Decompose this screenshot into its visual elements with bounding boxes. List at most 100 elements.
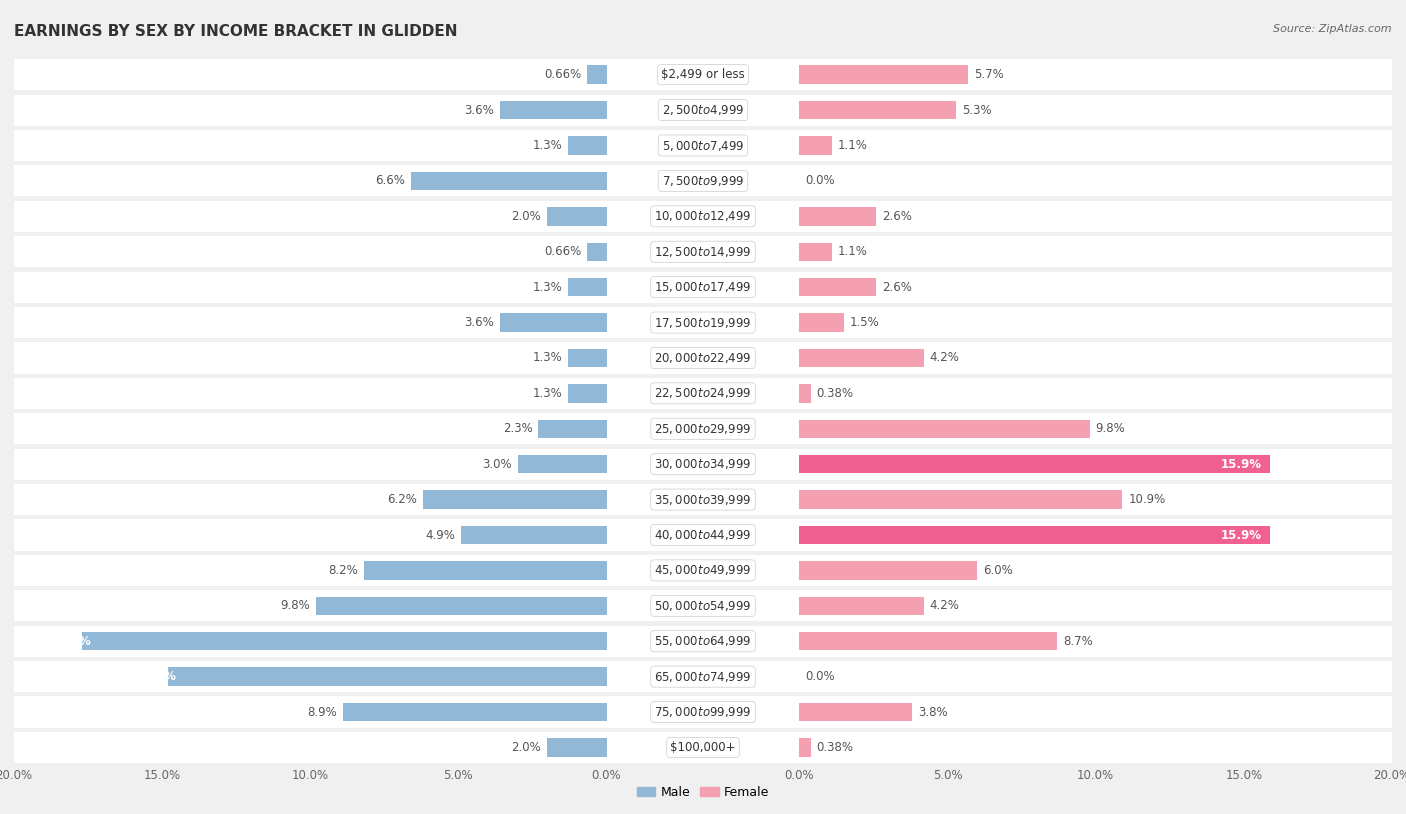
Text: $25,000 to $29,999: $25,000 to $29,999 <box>654 422 752 435</box>
Bar <box>14 130 606 161</box>
Bar <box>800 272 1392 303</box>
Bar <box>14 343 606 374</box>
Bar <box>606 414 800 444</box>
Bar <box>606 343 800 374</box>
Bar <box>606 165 800 196</box>
Text: 6.0%: 6.0% <box>983 564 1012 577</box>
Text: $10,000 to $12,499: $10,000 to $12,499 <box>654 209 752 223</box>
Text: $30,000 to $34,999: $30,000 to $34,999 <box>654 457 752 471</box>
Bar <box>800 414 1392 444</box>
Bar <box>606 661 800 692</box>
Bar <box>586 65 606 84</box>
Bar <box>568 278 606 296</box>
Bar <box>14 94 606 125</box>
Text: 4.2%: 4.2% <box>929 352 960 365</box>
Bar <box>606 697 800 728</box>
Bar <box>606 378 800 409</box>
Bar <box>82 632 606 650</box>
Text: 1.1%: 1.1% <box>838 245 868 258</box>
Text: $75,000 to $99,999: $75,000 to $99,999 <box>654 705 752 719</box>
Text: $45,000 to $49,999: $45,000 to $49,999 <box>654 563 752 577</box>
Bar <box>800 484 1392 515</box>
Bar <box>606 307 800 338</box>
Bar <box>800 661 1392 692</box>
Text: 3.6%: 3.6% <box>464 316 494 329</box>
Bar <box>169 667 606 686</box>
Bar <box>14 59 606 90</box>
Bar <box>800 207 876 225</box>
Text: 5.3%: 5.3% <box>962 103 993 116</box>
Bar <box>606 732 800 763</box>
Text: 8.9%: 8.9% <box>308 706 337 719</box>
Text: 2.0%: 2.0% <box>512 210 541 223</box>
Text: 0.66%: 0.66% <box>544 245 581 258</box>
Text: 3.0%: 3.0% <box>482 457 512 470</box>
Bar <box>547 207 606 225</box>
Bar <box>14 697 606 728</box>
Text: $17,500 to $19,999: $17,500 to $19,999 <box>654 316 752 330</box>
Bar <box>517 455 606 474</box>
Bar <box>800 65 969 84</box>
Bar <box>606 449 800 479</box>
Bar <box>568 348 606 367</box>
Text: 8.2%: 8.2% <box>328 564 357 577</box>
Bar <box>568 384 606 403</box>
Bar <box>800 738 811 757</box>
Bar <box>14 732 606 763</box>
Bar <box>606 626 800 657</box>
Bar <box>423 490 606 509</box>
Bar <box>800 201 1392 232</box>
Bar <box>800 419 1090 438</box>
Bar <box>547 738 606 757</box>
Bar <box>14 378 606 409</box>
Bar <box>800 101 956 120</box>
Bar <box>501 313 606 332</box>
Bar <box>606 484 800 515</box>
Text: 17.7%: 17.7% <box>51 635 91 648</box>
Text: 3.6%: 3.6% <box>464 103 494 116</box>
Text: 4.2%: 4.2% <box>929 599 960 612</box>
Text: $5,000 to $7,499: $5,000 to $7,499 <box>662 138 744 152</box>
Text: 14.8%: 14.8% <box>136 670 177 683</box>
Bar <box>800 94 1392 125</box>
Bar <box>800 526 1271 545</box>
Bar <box>14 449 606 479</box>
Text: $65,000 to $74,999: $65,000 to $74,999 <box>654 670 752 684</box>
Bar <box>800 555 1392 586</box>
Text: $7,500 to $9,999: $7,500 to $9,999 <box>662 174 744 188</box>
Text: 4.9%: 4.9% <box>426 528 456 541</box>
Text: 10.9%: 10.9% <box>1128 493 1166 506</box>
Bar <box>14 519 606 550</box>
Bar <box>14 236 606 267</box>
Bar <box>14 661 606 692</box>
Bar <box>800 165 1392 196</box>
Bar <box>800 313 844 332</box>
Bar <box>800 632 1057 650</box>
Bar <box>800 597 924 615</box>
Bar <box>343 702 606 721</box>
Text: 15.9%: 15.9% <box>1220 528 1261 541</box>
Bar <box>800 348 924 367</box>
Legend: Male, Female: Male, Female <box>631 781 775 803</box>
Bar <box>461 526 606 545</box>
Text: 0.66%: 0.66% <box>544 68 581 81</box>
Bar <box>800 278 876 296</box>
Bar <box>800 243 832 261</box>
Text: 1.3%: 1.3% <box>533 281 562 294</box>
Text: 1.3%: 1.3% <box>533 352 562 365</box>
Text: $15,000 to $17,499: $15,000 to $17,499 <box>654 280 752 294</box>
Bar <box>364 561 606 580</box>
Text: 0.38%: 0.38% <box>817 741 853 754</box>
Bar <box>606 272 800 303</box>
Bar <box>14 590 606 621</box>
Text: 1.1%: 1.1% <box>838 139 868 152</box>
Text: EARNINGS BY SEX BY INCOME BRACKET IN GLIDDEN: EARNINGS BY SEX BY INCOME BRACKET IN GLI… <box>14 24 457 39</box>
Text: $40,000 to $44,999: $40,000 to $44,999 <box>654 528 752 542</box>
Bar <box>606 130 800 161</box>
Text: $12,500 to $14,999: $12,500 to $14,999 <box>654 245 752 259</box>
Bar <box>800 626 1392 657</box>
Text: 1.3%: 1.3% <box>533 139 562 152</box>
Bar <box>606 236 800 267</box>
Bar <box>411 172 606 190</box>
Bar <box>568 136 606 155</box>
